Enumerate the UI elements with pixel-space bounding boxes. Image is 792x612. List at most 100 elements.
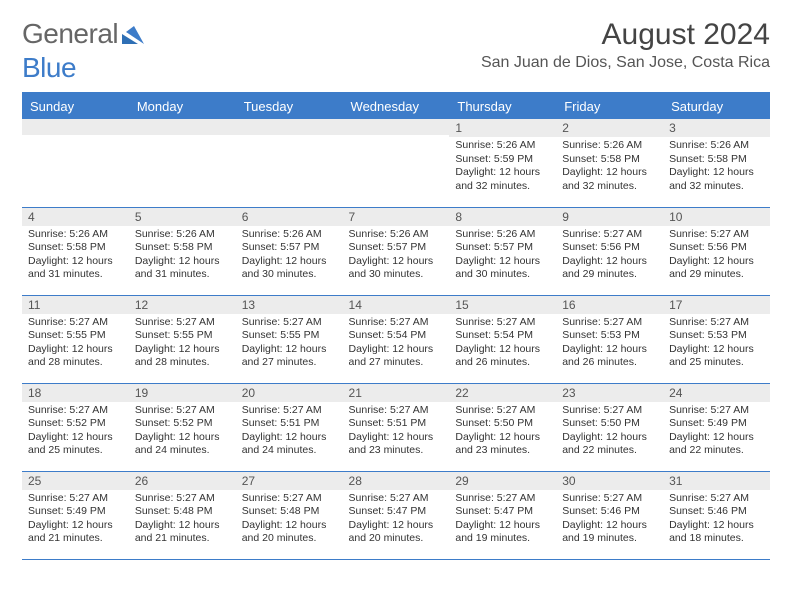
calendar-day-cell: 24Sunrise: 5:27 AMSunset: 5:49 PMDayligh…	[663, 383, 770, 471]
day-number: 26	[129, 472, 236, 490]
day-header: Wednesday	[343, 94, 450, 119]
sunrise-text: Sunrise: 5:27 AM	[349, 316, 444, 330]
sunrise-text: Sunrise: 5:27 AM	[669, 492, 764, 506]
logo-text-1: General	[22, 18, 118, 50]
daylight-text: Daylight: 12 hours and 24 minutes.	[242, 431, 337, 458]
sunrise-text: Sunrise: 5:26 AM	[28, 228, 123, 242]
calendar-day-cell	[129, 119, 236, 207]
day-number: 15	[449, 296, 556, 314]
day-number: 8	[449, 208, 556, 226]
calendar-day-cell: 22Sunrise: 5:27 AMSunset: 5:50 PMDayligh…	[449, 383, 556, 471]
sunrise-text: Sunrise: 5:26 AM	[349, 228, 444, 242]
sunrise-text: Sunrise: 5:27 AM	[669, 228, 764, 242]
day-header: Friday	[556, 94, 663, 119]
sunset-text: Sunset: 5:49 PM	[669, 417, 764, 431]
sunset-text: Sunset: 5:56 PM	[562, 241, 657, 255]
sunset-text: Sunset: 5:47 PM	[455, 505, 550, 519]
calendar-day-cell: 6Sunrise: 5:26 AMSunset: 5:57 PMDaylight…	[236, 207, 343, 295]
calendar-day-cell: 9Sunrise: 5:27 AMSunset: 5:56 PMDaylight…	[556, 207, 663, 295]
daylight-text: Daylight: 12 hours and 19 minutes.	[562, 519, 657, 546]
calendar-day-cell: 16Sunrise: 5:27 AMSunset: 5:53 PMDayligh…	[556, 295, 663, 383]
day-details: Sunrise: 5:26 AMSunset: 5:57 PMDaylight:…	[449, 226, 556, 287]
day-number	[236, 119, 343, 135]
daylight-text: Daylight: 12 hours and 30 minutes.	[349, 255, 444, 282]
day-details: Sunrise: 5:27 AMSunset: 5:53 PMDaylight:…	[663, 314, 770, 375]
day-details: Sunrise: 5:27 AMSunset: 5:48 PMDaylight:…	[129, 490, 236, 551]
sunrise-text: Sunrise: 5:26 AM	[455, 228, 550, 242]
sunrise-text: Sunrise: 5:26 AM	[669, 139, 764, 153]
sunrise-text: Sunrise: 5:27 AM	[242, 492, 337, 506]
daylight-text: Daylight: 12 hours and 25 minutes.	[669, 343, 764, 370]
sunset-text: Sunset: 5:55 PM	[242, 329, 337, 343]
daylight-text: Daylight: 12 hours and 27 minutes.	[242, 343, 337, 370]
sunset-text: Sunset: 5:58 PM	[28, 241, 123, 255]
day-number: 24	[663, 384, 770, 402]
sunrise-text: Sunrise: 5:27 AM	[28, 404, 123, 418]
sunset-text: Sunset: 5:49 PM	[28, 505, 123, 519]
day-details: Sunrise: 5:27 AMSunset: 5:48 PMDaylight:…	[236, 490, 343, 551]
day-number	[129, 119, 236, 135]
sunset-text: Sunset: 5:46 PM	[669, 505, 764, 519]
day-details: Sunrise: 5:27 AMSunset: 5:46 PMDaylight:…	[556, 490, 663, 551]
sunrise-text: Sunrise: 5:26 AM	[562, 139, 657, 153]
day-number: 25	[22, 472, 129, 490]
day-header: Thursday	[449, 94, 556, 119]
day-details: Sunrise: 5:27 AMSunset: 5:49 PMDaylight:…	[663, 402, 770, 463]
calendar-week-row: 4Sunrise: 5:26 AMSunset: 5:58 PMDaylight…	[22, 207, 770, 295]
sunrise-text: Sunrise: 5:27 AM	[242, 316, 337, 330]
sunset-text: Sunset: 5:59 PM	[455, 153, 550, 167]
day-number	[343, 119, 450, 135]
day-details: Sunrise: 5:27 AMSunset: 5:54 PMDaylight:…	[343, 314, 450, 375]
daylight-text: Daylight: 12 hours and 31 minutes.	[28, 255, 123, 282]
day-details: Sunrise: 5:27 AMSunset: 5:49 PMDaylight:…	[22, 490, 129, 551]
sunset-text: Sunset: 5:51 PM	[349, 417, 444, 431]
day-number: 28	[343, 472, 450, 490]
sunrise-text: Sunrise: 5:27 AM	[455, 492, 550, 506]
day-number: 29	[449, 472, 556, 490]
sunset-text: Sunset: 5:50 PM	[455, 417, 550, 431]
day-number: 21	[343, 384, 450, 402]
month-title: August 2024	[481, 18, 770, 52]
sunrise-text: Sunrise: 5:27 AM	[669, 316, 764, 330]
day-number: 1	[449, 119, 556, 137]
day-details: Sunrise: 5:26 AMSunset: 5:58 PMDaylight:…	[556, 137, 663, 198]
calendar-day-cell	[343, 119, 450, 207]
calendar-day-cell: 19Sunrise: 5:27 AMSunset: 5:52 PMDayligh…	[129, 383, 236, 471]
daylight-text: Daylight: 12 hours and 28 minutes.	[135, 343, 230, 370]
calendar-day-cell: 31Sunrise: 5:27 AMSunset: 5:46 PMDayligh…	[663, 471, 770, 559]
sunset-text: Sunset: 5:46 PM	[562, 505, 657, 519]
day-number: 3	[663, 119, 770, 137]
day-details: Sunrise: 5:27 AMSunset: 5:52 PMDaylight:…	[22, 402, 129, 463]
sunset-text: Sunset: 5:55 PM	[28, 329, 123, 343]
day-details: Sunrise: 5:27 AMSunset: 5:55 PMDaylight:…	[236, 314, 343, 375]
daylight-text: Daylight: 12 hours and 31 minutes.	[135, 255, 230, 282]
calendar-day-cell: 3Sunrise: 5:26 AMSunset: 5:58 PMDaylight…	[663, 119, 770, 207]
day-details: Sunrise: 5:27 AMSunset: 5:55 PMDaylight:…	[129, 314, 236, 375]
day-header: Saturday	[663, 94, 770, 119]
calendar-table: SundayMondayTuesdayWednesdayThursdayFrid…	[22, 94, 770, 560]
daylight-text: Daylight: 12 hours and 32 minutes.	[455, 166, 550, 193]
sunrise-text: Sunrise: 5:27 AM	[28, 492, 123, 506]
calendar-week-row: 25Sunrise: 5:27 AMSunset: 5:49 PMDayligh…	[22, 471, 770, 559]
day-number: 6	[236, 208, 343, 226]
day-header: Monday	[129, 94, 236, 119]
calendar-day-cell: 20Sunrise: 5:27 AMSunset: 5:51 PMDayligh…	[236, 383, 343, 471]
daylight-text: Daylight: 12 hours and 30 minutes.	[242, 255, 337, 282]
sunrise-text: Sunrise: 5:27 AM	[669, 404, 764, 418]
sunset-text: Sunset: 5:58 PM	[669, 153, 764, 167]
day-details: Sunrise: 5:27 AMSunset: 5:51 PMDaylight:…	[343, 402, 450, 463]
calendar-day-cell: 23Sunrise: 5:27 AMSunset: 5:50 PMDayligh…	[556, 383, 663, 471]
sunrise-text: Sunrise: 5:27 AM	[562, 404, 657, 418]
day-number: 13	[236, 296, 343, 314]
daylight-text: Daylight: 12 hours and 25 minutes.	[28, 431, 123, 458]
calendar-day-cell: 14Sunrise: 5:27 AMSunset: 5:54 PMDayligh…	[343, 295, 450, 383]
day-number	[22, 119, 129, 135]
daylight-text: Daylight: 12 hours and 24 minutes.	[135, 431, 230, 458]
daylight-text: Daylight: 12 hours and 29 minutes.	[562, 255, 657, 282]
sunset-text: Sunset: 5:56 PM	[669, 241, 764, 255]
day-details: Sunrise: 5:27 AMSunset: 5:55 PMDaylight:…	[22, 314, 129, 375]
day-number: 7	[343, 208, 450, 226]
sunrise-text: Sunrise: 5:27 AM	[349, 404, 444, 418]
day-number: 14	[343, 296, 450, 314]
daylight-text: Daylight: 12 hours and 28 minutes.	[28, 343, 123, 370]
